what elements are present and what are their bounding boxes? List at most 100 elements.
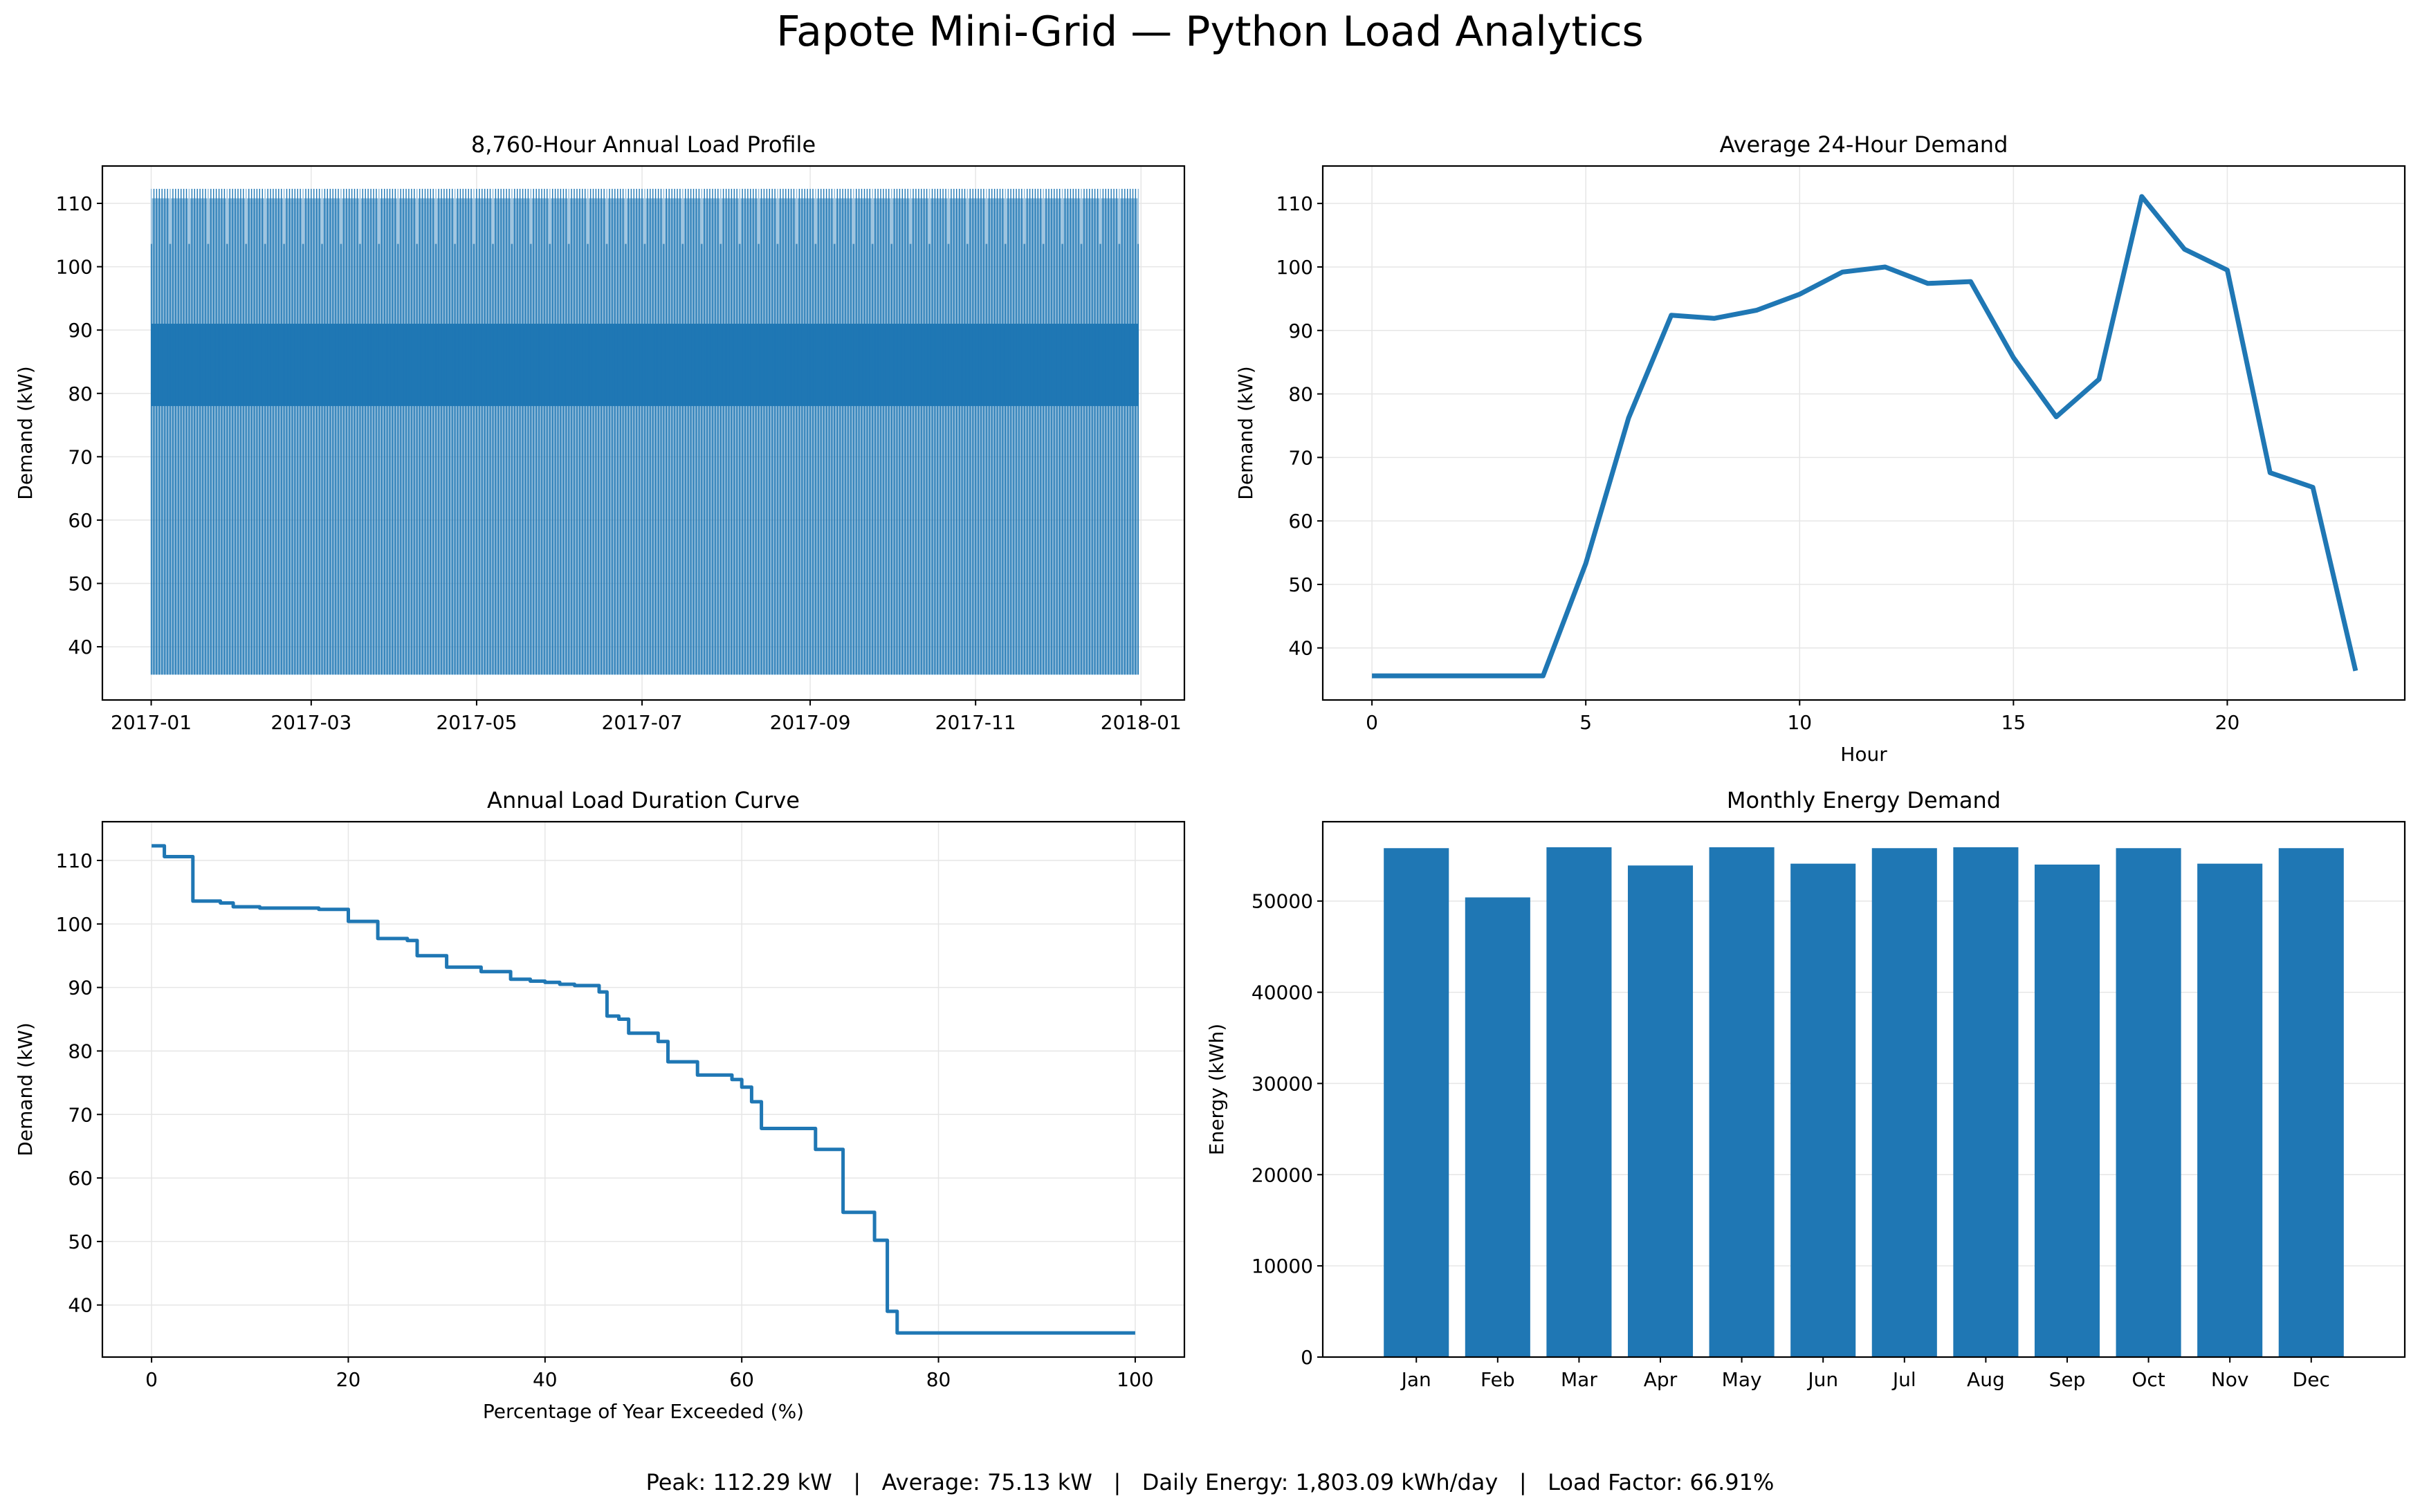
x-tick-label: 10 — [1787, 711, 1812, 734]
bar-jul — [1871, 848, 1937, 1357]
bar-nov — [2197, 863, 2263, 1357]
grid-duration — [102, 822, 1184, 1357]
y-tick-label: 40000 — [1252, 981, 1313, 1004]
y-tick-label: 110 — [1276, 192, 1313, 215]
series-annual — [150, 189, 1139, 675]
panel-daily-profile: 40 50 60 70 80 90 100 110 0 5 10 15 20 Average 24-Ho… — [1234, 131, 2406, 766]
bar-oct — [2116, 848, 2181, 1357]
ticks-monthly: 0 10000 20000 30000 40000 50000 Jan Feb Mar Apr Ma… — [1252, 890, 2330, 1391]
x-tick-label: 2018-01 — [1101, 711, 1182, 734]
y-tick-label: 70 — [1288, 446, 1313, 469]
axes-frame-duration — [101, 820, 1186, 1358]
x-tick-label: 0 — [1366, 711, 1378, 734]
bar-dec — [2278, 848, 2344, 1357]
y-tick-label: 70 — [68, 445, 93, 468]
y-tick-label: 60 — [68, 1167, 93, 1190]
y-tick-label: 90 — [68, 977, 93, 999]
weekly-gap-marks — [150, 189, 1139, 244]
y-tick-label: 50 — [68, 1230, 93, 1253]
ticks-daily: 40 50 60 70 80 90 100 110 0 5 10 15 20 — [1276, 192, 2240, 734]
y-tick-label: 90 — [1288, 320, 1313, 342]
x-tick-label: 20 — [336, 1368, 361, 1391]
y-tick-label: 50 — [1288, 573, 1313, 596]
y-tick-label: 40 — [68, 636, 93, 658]
chart-title-annual: 8,760-Hour Annual Load Profile — [471, 131, 816, 158]
chart-title-monthly: Monthly Energy Demand — [1727, 787, 2001, 813]
y-tick-label: 20000 — [1252, 1163, 1313, 1186]
y-tick-label: 60 — [1288, 510, 1313, 533]
x-axis-label-duration: Percentage of Year Exceeded (%) — [483, 1400, 804, 1423]
panel-annual-profile: 40 50 60 70 80 90 100 110 2017-01 2017-03 2017-05 2… — [14, 131, 1186, 734]
y-tick-label: 70 — [68, 1103, 93, 1126]
figure-title: Fapote Mini-Grid — Python Load Analytics — [776, 8, 1644, 56]
x-tick-label: Nov — [2211, 1368, 2249, 1391]
x-tick-label: Feb — [1481, 1368, 1515, 1391]
x-tick-label: 2017-09 — [770, 711, 851, 734]
bar-aug — [1953, 847, 2019, 1357]
x-tick-label: Jan — [1400, 1368, 1431, 1391]
y-tick-label: 110 — [56, 849, 93, 872]
x-tick-label: 100 — [1117, 1368, 1153, 1391]
panel-monthly-energy: 0 10000 20000 30000 40000 50000 Jan Feb Mar Apr Ma… — [1205, 787, 2406, 1391]
series-line-daily-profile — [1372, 194, 2358, 679]
x-tick-label: Apr — [1644, 1368, 1678, 1391]
y-tick-label: 30000 — [1252, 1072, 1313, 1095]
x-tick-label: 20 — [2215, 711, 2240, 734]
bar-feb — [1465, 897, 1530, 1357]
x-tick-label: 60 — [729, 1368, 754, 1391]
x-tick-label: Mar — [1561, 1368, 1597, 1391]
y-axis-label-annual: Demand (kW) — [14, 366, 37, 499]
x-tick-label: 2017-03 — [271, 711, 351, 734]
chart-title-duration: Annual Load Duration Curve — [487, 787, 800, 813]
x-tick-label: 40 — [533, 1368, 558, 1391]
ticks-duration: 40 50 60 70 80 90 100 110 0 20 40 60 80 100 — [56, 849, 1154, 1391]
y-tick-label: 80 — [68, 1040, 93, 1062]
x-axis-label-daily: Hour — [1840, 743, 1887, 766]
y-tick-label: 100 — [56, 256, 93, 279]
x-tick-label: 2017-05 — [436, 711, 517, 734]
axes-frame-daily — [1321, 165, 2406, 701]
y-axis-label-duration: Demand (kW) — [14, 1022, 37, 1156]
y-tick-label: 10000 — [1252, 1255, 1313, 1278]
bar-sep — [2034, 864, 2100, 1357]
chart-title-daily: Average 24-Hour Demand — [1720, 131, 2008, 158]
x-tick-label: 5 — [1579, 711, 1592, 734]
daily-spikes — [150, 189, 1139, 675]
y-tick-label: 60 — [68, 509, 93, 532]
series-duration — [152, 844, 1135, 1335]
x-tick-label: Sep — [2049, 1368, 2086, 1391]
y-tick-label: 90 — [68, 319, 93, 342]
y-tick-label: 40 — [68, 1294, 93, 1317]
grid-daily — [1323, 166, 2405, 700]
bar-apr — [1627, 865, 1694, 1357]
y-tick-label: 80 — [68, 382, 93, 405]
x-tick-label: Oct — [2132, 1368, 2165, 1391]
x-tick-label: Aug — [1967, 1368, 2005, 1391]
x-tick-label: 15 — [2001, 711, 2026, 734]
y-tick-label: 80 — [1288, 383, 1313, 406]
y-tick-label: 50 — [68, 572, 93, 595]
bar-jun — [1790, 863, 1856, 1357]
x-tick-label: Jul — [1891, 1368, 1916, 1391]
x-tick-label: 2017-07 — [602, 711, 683, 734]
y-tick-label: 100 — [1276, 256, 1313, 279]
bar-may — [1709, 847, 1775, 1357]
y-tick-label: 50000 — [1252, 890, 1313, 913]
summary-footer: Peak: 112.29 kW | Average: 75.13 kW | Da… — [646, 1469, 1775, 1495]
x-tick-label: 0 — [145, 1368, 158, 1391]
x-tick-label: 80 — [926, 1368, 951, 1391]
bar-jan — [1384, 848, 1449, 1357]
panel-duration-curve: 40 50 60 70 80 90 100 110 0 20 40 60 80 100 Annual Lo… — [14, 787, 1186, 1423]
series-line-duration-curve — [152, 844, 1135, 1335]
y-tick-label: 0 — [1301, 1346, 1313, 1369]
x-tick-label: Jun — [1806, 1368, 1838, 1391]
y-tick-label: 40 — [1288, 637, 1313, 660]
x-tick-label: 2017-11 — [935, 711, 1016, 734]
ticks-annual: 40 50 60 70 80 90 100 110 2017-01 2017-03 2017-05 2… — [56, 192, 1182, 734]
series-monthly — [1384, 847, 2344, 1357]
x-tick-label: Dec — [2293, 1368, 2330, 1391]
axes-frame-monthly — [1321, 820, 2406, 1358]
y-axis-label-monthly: Energy (kWh) — [1205, 1024, 1228, 1155]
x-tick-label: May — [1722, 1368, 1762, 1391]
